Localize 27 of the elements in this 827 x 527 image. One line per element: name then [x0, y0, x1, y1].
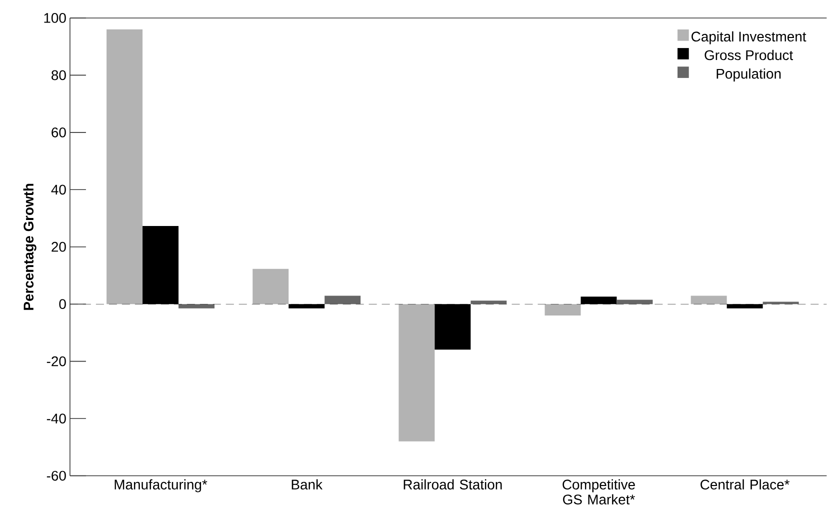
y-tick-label: -40 [46, 414, 66, 424]
x-tick-label: Competitive GS Market* [562, 479, 635, 505]
y-tick-label: -60 [46, 470, 66, 481]
y-tick-label: 100 [44, 13, 66, 24]
x-tick-label: Railroad Station [404, 479, 502, 490]
y-tick-label: 20 [52, 242, 66, 252]
legend-label: Gross Product [704, 50, 794, 60]
bar [616, 300, 653, 304]
y-tick-label: 40 [51, 184, 66, 195]
bar [398, 304, 435, 442]
bar [324, 296, 361, 304]
legend-label: Population [716, 68, 781, 82]
bar [690, 296, 727, 304]
y-axis-title: Percentage Growth [23, 184, 36, 310]
y-tick-label: 60 [52, 128, 66, 138]
bar [544, 304, 581, 316]
x-tick-label: Bank [292, 479, 323, 490]
y-tick-label: 80 [52, 70, 66, 80]
y-tick-label: -20 [46, 356, 66, 366]
y-tick-label: 0 [59, 299, 66, 310]
bar [470, 300, 507, 304]
x-tick-label: Manufacturing* [114, 479, 208, 492]
bar [252, 269, 289, 304]
bar [178, 304, 215, 309]
legend-label: Capital Investment [692, 31, 806, 44]
bar [106, 30, 143, 304]
x-tick-label: Central Place* [700, 479, 790, 490]
